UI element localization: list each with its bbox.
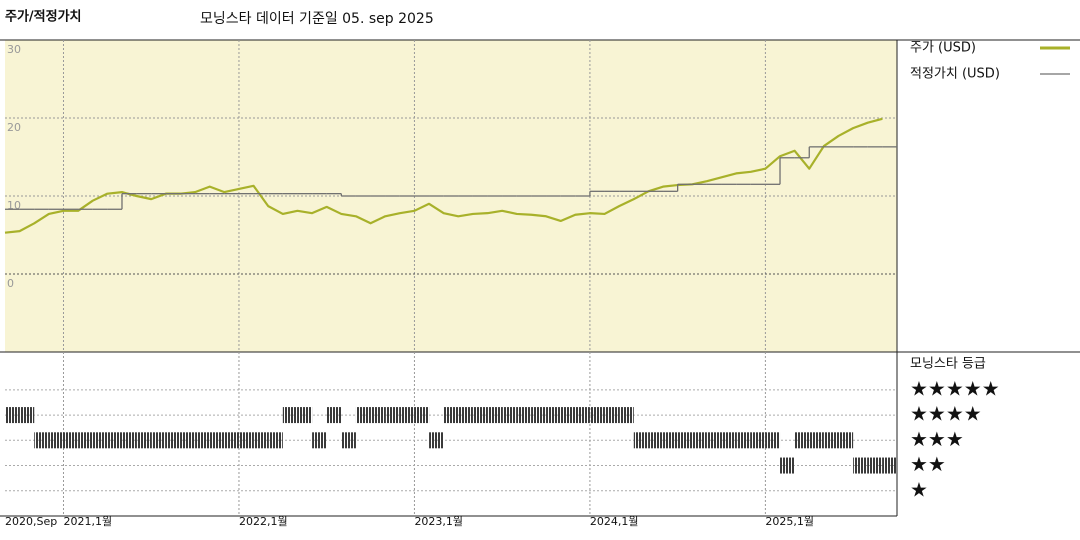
rating-bar [560,407,576,424]
rating-bar [443,407,459,424]
rating-bar [867,457,883,474]
rating-bar [151,432,166,449]
rating-bar [399,407,415,424]
legend-label: 주가 (USD) [910,41,976,56]
rating-bar [794,432,810,449]
rating-bar [34,432,49,449]
rating-bar [429,432,444,449]
y-tick-label: 10 [7,199,21,212]
rating-bar [692,432,707,449]
rating-bar [487,407,503,424]
rating-bar [107,432,122,449]
rating-bar [63,432,79,449]
y-tick-label: 20 [7,121,21,134]
rating-label: ★★★ [910,427,964,451]
rating-bar [648,432,664,449]
y-tick-label: 30 [7,43,21,56]
rating-bar [165,432,181,449]
rating-bar [706,432,722,449]
rating-bar [19,407,35,424]
y-tick-label: 0 [7,277,14,290]
rating-bar [92,432,108,449]
rating-bar [633,432,649,449]
rating-bar [238,432,254,449]
x-tick-label: 2020,Sep [5,515,57,528]
rating-bar [297,407,313,424]
frame [0,39,1080,517]
rating-bar [502,407,517,424]
rating-bar [326,407,342,424]
rating-label: ★★ [910,452,946,476]
rating-bar [282,407,298,424]
rating-bar [253,432,269,449]
rating-bar [765,432,781,449]
rating-bar [853,457,868,474]
rating-bar [48,432,64,449]
rating-bar [546,407,561,424]
rating-bar [370,407,386,424]
rating-bar [604,407,620,424]
x-tick-label: 2022,1월 [239,515,288,528]
rating-bar [677,432,693,449]
rating-bar [780,457,795,474]
rating-bar [312,432,327,449]
rating-bar [736,432,751,449]
rating-bar [619,407,634,424]
rating-bar [750,432,766,449]
x-tick-label: 2021,1월 [63,515,112,528]
rating-bar [882,457,897,474]
rating-bar [809,432,824,449]
rating-bar [823,432,839,449]
rating-bar [341,432,356,449]
rating-bar [195,432,210,449]
rating-label: ★ [910,477,928,501]
rating-bar [838,432,854,449]
rating-bar [663,432,678,449]
rating-label: ★★★★★ [910,376,1000,400]
rating-bar [355,407,371,424]
rating-bar [472,407,488,424]
rating-bar [385,407,400,424]
x-tick-label: 2023,1월 [414,515,463,528]
x-tick-label: 2025,1월 [765,515,814,528]
chart-title: 주가/적정가치 [5,9,82,25]
x-tick-label: 2024,1월 [590,515,639,528]
rating-bar [136,432,152,449]
rating-bar [224,432,239,449]
rating-bar [414,407,430,424]
rating-bar [589,407,605,424]
rating-bar [5,407,20,424]
rating-bar [458,407,473,424]
legend-label: 적정가치 (USD) [910,67,1000,82]
rating-title: 모닝스타 등급 [910,357,986,372]
rating-bar [78,432,93,449]
rating-bar [721,432,737,449]
price-line [4,117,883,234]
rating-bar [268,432,283,449]
rating-label: ★★★★ [910,402,982,426]
chart-subtitle: 모닝스타 데이터 기준일 05. sep 2025 [200,11,434,27]
rating-bar [209,432,225,449]
rating-bar [516,407,532,424]
rating-bar [575,407,590,424]
rating-bar [531,407,547,424]
rating-bar [180,432,196,449]
rating-bar [121,432,137,449]
